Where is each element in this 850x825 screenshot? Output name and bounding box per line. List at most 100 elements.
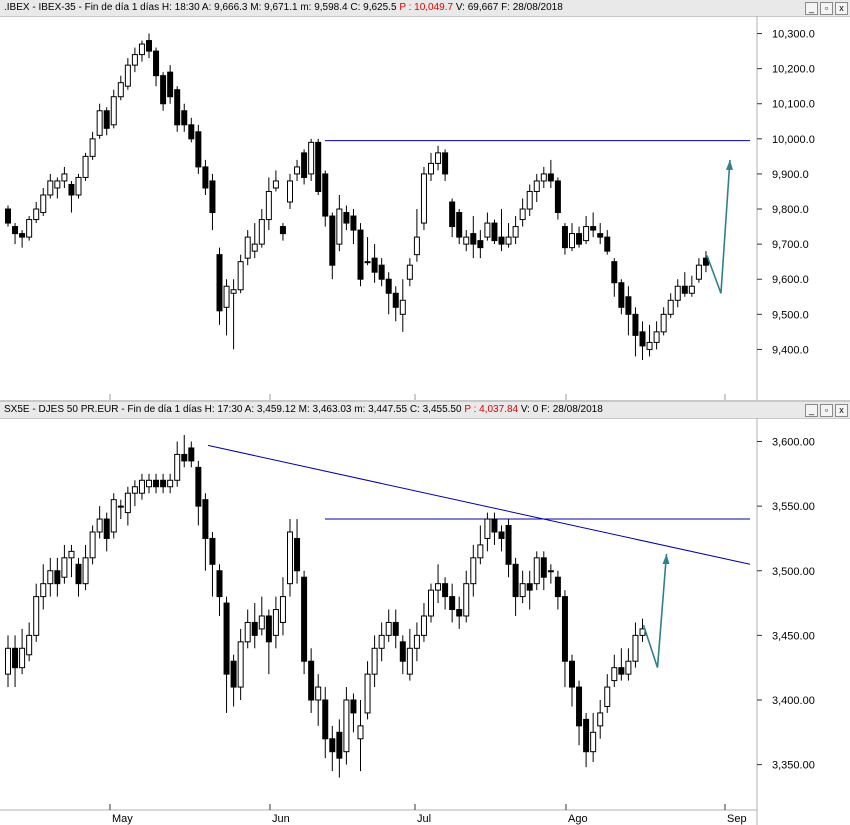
candle — [33, 583, 40, 642]
candle — [5, 635, 11, 688]
candle — [167, 473, 174, 494]
candle — [244, 609, 251, 649]
candle — [223, 279, 230, 336]
panel-separator[interactable] — [0, 400, 850, 402]
month-label: Sep — [727, 813, 747, 825]
ibex-minimize-button[interactable]: _ — [805, 2, 818, 15]
ibex-candlestick-chart[interactable]: 9,400.0 9,500.0 9,600.0 9,700.0 9,800.0 9,900… — [0, 16, 850, 400]
candle — [456, 209, 463, 245]
candle-body-up — [343, 699, 350, 753]
candle-body-down — [385, 278, 392, 294]
candle-body-up — [272, 609, 279, 636]
candle — [625, 648, 632, 681]
candle — [216, 564, 223, 616]
candle — [505, 519, 512, 578]
candle-body-up — [604, 686, 611, 707]
candle-body-down — [5, 208, 11, 224]
candle-body-down — [308, 660, 315, 701]
candle-body-up — [547, 570, 554, 573]
candle-body-up — [512, 226, 519, 238]
candle — [477, 525, 484, 565]
candle-body-up — [19, 647, 26, 669]
sx5e-panel-header: SX5E - DJES 50 PR.EUR - Fin de día 1 día… — [0, 402, 850, 419]
candle-body-down — [392, 292, 399, 308]
candle — [350, 209, 357, 245]
candle — [124, 486, 131, 526]
candle-body-up — [47, 570, 54, 585]
candle — [569, 654, 575, 707]
candle-body-down — [449, 201, 456, 228]
candle — [371, 244, 378, 283]
candle — [301, 149, 308, 185]
ibex-restore-button[interactable]: ▫ — [820, 2, 833, 15]
candle-body-down — [322, 699, 329, 740]
y-tick-label: 9,500.0 — [772, 309, 809, 321]
candle-body-up — [68, 550, 75, 559]
sx5e-min: m: 3,447.55 — [354, 404, 408, 415]
candle-body-down — [209, 180, 216, 214]
candle — [702, 251, 709, 273]
sx5e-minimize-button[interactable]: _ — [805, 404, 818, 417]
candle — [26, 216, 33, 241]
candle — [583, 712, 590, 768]
candle-body-down — [251, 621, 258, 636]
candle-body-down — [540, 557, 547, 578]
sx5e-restore-button[interactable]: ▫ — [820, 404, 833, 417]
candle — [442, 577, 449, 610]
candle-body-up — [526, 190, 533, 210]
candle — [385, 609, 392, 642]
candle — [456, 596, 463, 629]
candle-body-up — [61, 173, 68, 182]
candle-body-down — [442, 583, 449, 598]
sx5e-close-button[interactable]: x — [835, 404, 848, 417]
candle — [322, 170, 329, 227]
candle — [68, 180, 75, 213]
candle — [54, 177, 61, 199]
candle — [639, 618, 646, 642]
candle — [498, 525, 505, 552]
candle — [569, 223, 575, 252]
candle-body-up — [463, 236, 470, 245]
candle — [188, 441, 195, 468]
candle-body-up — [484, 518, 491, 539]
candle — [202, 159, 209, 195]
candle — [40, 564, 47, 610]
sx5e-symbol: SX5E - DJES 50 PR.EUR - Fin de día 1 día… — [4, 404, 202, 415]
candle-body-up — [667, 299, 674, 315]
candle-body-up — [117, 82, 124, 98]
candle-body-down — [547, 173, 554, 182]
candle-body-up — [399, 299, 406, 315]
sx5e-candlestick-chart[interactable]: 3,350.00 3,400.00 3,450.00 3,500.00 3,550.00… — [0, 418, 850, 825]
candle — [695, 258, 702, 283]
candle — [89, 131, 96, 160]
candle — [89, 525, 96, 565]
ibex-date: F: 28/08/2018 — [501, 2, 563, 13]
candle — [512, 216, 519, 245]
candle-body-up — [519, 208, 526, 221]
candle-body-down — [442, 152, 449, 175]
candle-body-down — [569, 660, 575, 688]
candle — [547, 564, 554, 584]
candle-body-up — [33, 208, 40, 221]
candle — [371, 635, 378, 688]
candle-body-down — [618, 667, 625, 675]
candle-body-up — [5, 647, 11, 675]
candle-body-down — [491, 222, 498, 242]
candle-body-up — [82, 155, 89, 178]
candle — [174, 86, 181, 132]
candle-body-up — [237, 261, 244, 291]
sx5e-open: A: 3,459.12 — [244, 404, 296, 415]
candle — [576, 680, 583, 746]
candle-body-up — [131, 486, 138, 494]
candle-body-down — [604, 236, 611, 252]
ibex-close-button[interactable]: x — [835, 2, 848, 15]
candle-body-up — [146, 479, 152, 488]
candle-body-down — [160, 75, 167, 105]
candle-body-down — [456, 609, 463, 617]
candle-body-down — [632, 313, 639, 336]
candle-body-up — [131, 54, 138, 66]
candle — [357, 223, 364, 287]
candle-body-up — [287, 531, 293, 585]
candle — [590, 212, 597, 238]
candle — [512, 557, 519, 616]
